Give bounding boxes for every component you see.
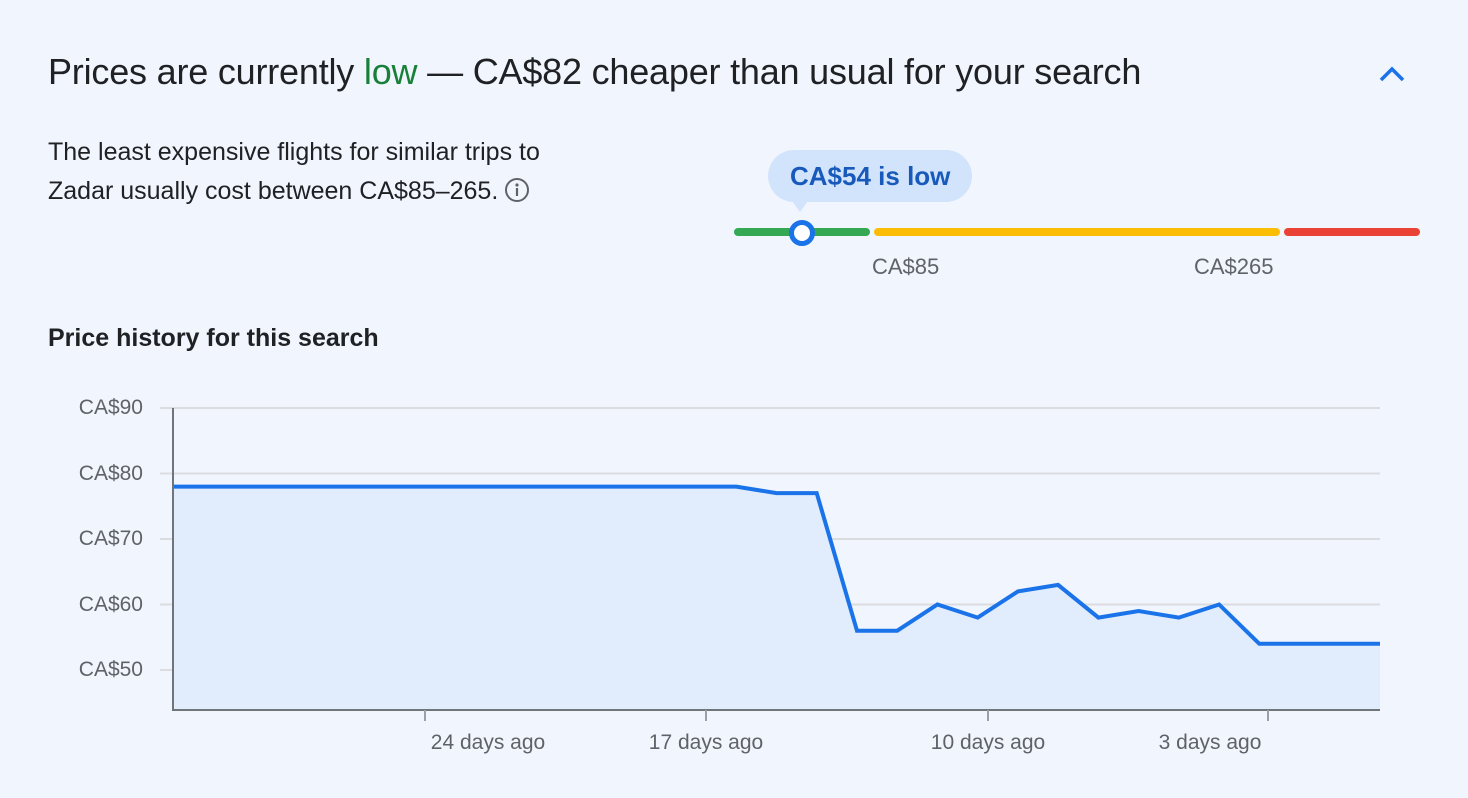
chart-title: Price history for this search [48,324,379,352]
chart-axes [172,408,1380,721]
x-tick-label: 17 days ago [648,731,764,754]
price-range-meter: CA$54 is low CA$85 CA$265 [734,140,1424,290]
x-tick-label: 3 days ago [1158,731,1262,754]
price-line [173,484,1380,646]
high-threshold-label: CA$265 [1194,254,1274,279]
collapse-button[interactable] [1368,52,1416,96]
price-area-fill [173,486,1380,710]
y-tick-label: CA$90 [78,396,143,419]
x-tick-label: 24 days ago [430,731,546,754]
current-price-bubble: CA$54 is low [768,150,973,212]
price-status-low: low [363,51,418,92]
low-threshold-label: CA$85 [872,254,940,279]
chevron-up-icon [1379,66,1405,82]
y-tick-label: CA$60 [78,593,143,616]
x-tick-label: 10 days ago [930,731,1046,754]
current-price-marker [789,220,815,246]
typical-price-segment [874,228,1280,236]
y-tick-label: CA$80 [78,462,143,485]
description-text: The least expensive flights for similar … [48,138,540,205]
headline-prefix: Prices are currently [48,51,364,92]
y-tick-label: CA$50 [78,658,143,681]
headline-suffix: — CA$82 cheaper than usual for your sear… [417,51,1142,92]
price-status-headline: Prices are currently low — CA$82 cheaper… [48,50,1141,94]
typical-price-description: The least expensive flights for similar … [48,133,568,215]
y-tick-label: CA$70 [78,527,143,550]
high-price-segment [1284,228,1420,236]
info-icon[interactable] [504,176,530,215]
